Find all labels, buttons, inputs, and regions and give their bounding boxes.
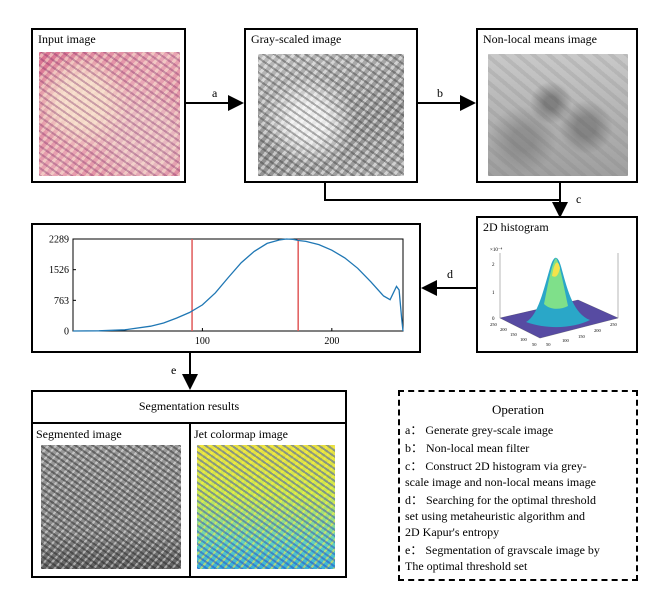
hist2d-y-tick: 200 (594, 328, 602, 333)
chart-plot-area (72, 238, 404, 332)
hist2d-plot: ×10⁻⁴ 2 1 0 250 200 150 100 50 50 100 15… (490, 247, 619, 347)
arrow-e-label: e (171, 363, 177, 377)
x-tick-label: 200 (324, 336, 339, 347)
y-tick-label: 763 (54, 296, 69, 307)
gray-image (258, 54, 404, 176)
hist2d-y-tick: 100 (562, 338, 570, 343)
hist2d-z-tick: 1 (492, 291, 495, 296)
hist2d-title: 2D histogram (483, 220, 549, 234)
y-tick-label: 1526 (49, 265, 69, 276)
segmented-image (41, 445, 181, 569)
jet-colormap-image (197, 445, 335, 569)
segmentation-divider-v (189, 422, 191, 576)
arrow-a-label: a (212, 86, 218, 100)
jet-image-title: Jet colormap image (194, 427, 288, 441)
arrow-c (324, 183, 568, 218)
arrow-c-label: c (576, 192, 582, 206)
operation-line-b: b： Non-local mean filter (405, 441, 530, 455)
hist2d-peak-highlight (544, 258, 568, 309)
operation-line-c: c： Construct 2D histogram via grey- (405, 459, 587, 473)
hist2d-x-tick: 100 (520, 337, 528, 342)
histogram-series-line (72, 238, 404, 332)
hist2d-y-tick: 50 (546, 342, 551, 347)
hist2d-panel: 2D histogram ×10⁻⁴ 2 1 0 250 200 150 100… (476, 216, 638, 353)
operation-line-c2: scale image and non-local means image (405, 475, 596, 489)
y-tick-label: 2289 (49, 235, 69, 246)
x-tick-label: 100 (195, 336, 210, 347)
operation-line-d2: set using metaheuristic algorithm and (405, 509, 585, 523)
arrow-d-label: d (447, 267, 453, 281)
nlm-image-panel: Non-local means image (476, 28, 638, 183)
segmentation-panel: Segmentation results Segmented image Jet… (31, 390, 347, 578)
segmented-image-title: Segmented image (36, 427, 122, 441)
gray-image-title: Gray-scaled image (251, 32, 342, 46)
input-image-panel: Input image (31, 28, 186, 183)
arrow-b-label: b (437, 86, 443, 100)
hist2d-x-tick: 150 (510, 332, 518, 337)
operation-line-a: a： Generate grey-scale image (405, 423, 554, 437)
nlm-image-title: Non-local means image (483, 32, 597, 46)
operation-line-e: e： Segmentation of gravscale image by (405, 543, 600, 557)
hist2d-x-tick: 200 (500, 327, 508, 332)
histogram-panel: 0 763 1526 2289 100 200 (31, 223, 421, 353)
segmentation-title: Segmentation results (138, 399, 240, 413)
hist2d-z-scale: ×10⁻⁴ (490, 247, 502, 253)
operation-line-e2: The optimal threshold set (405, 559, 528, 573)
operation-line-d: d： Searching for the optimal threshold (405, 493, 596, 507)
nlm-image (488, 54, 628, 176)
gray-image-panel: Gray-scaled image (244, 28, 418, 183)
input-image (39, 52, 180, 176)
hist2d-y-tick: 150 (578, 334, 586, 339)
input-image-title: Input image (38, 32, 96, 46)
hist2d-y-tick: 250 (610, 322, 618, 327)
y-tick-label: 0 (64, 327, 69, 338)
hist2d-z-tick: 0 (492, 317, 495, 322)
hist2d-x-tick: 50 (532, 342, 537, 347)
operation-line-d3: 2D Kapur's entropy (405, 525, 500, 539)
hist2d-x-tick: 250 (490, 322, 498, 327)
histogram-chart: 0 763 1526 2289 100 200 (49, 235, 404, 347)
hist2d-peak-top (552, 262, 560, 277)
hist2d-z-tick: 2 (492, 263, 495, 268)
operation-title: Operation (492, 402, 544, 417)
operation-legend (398, 390, 638, 581)
